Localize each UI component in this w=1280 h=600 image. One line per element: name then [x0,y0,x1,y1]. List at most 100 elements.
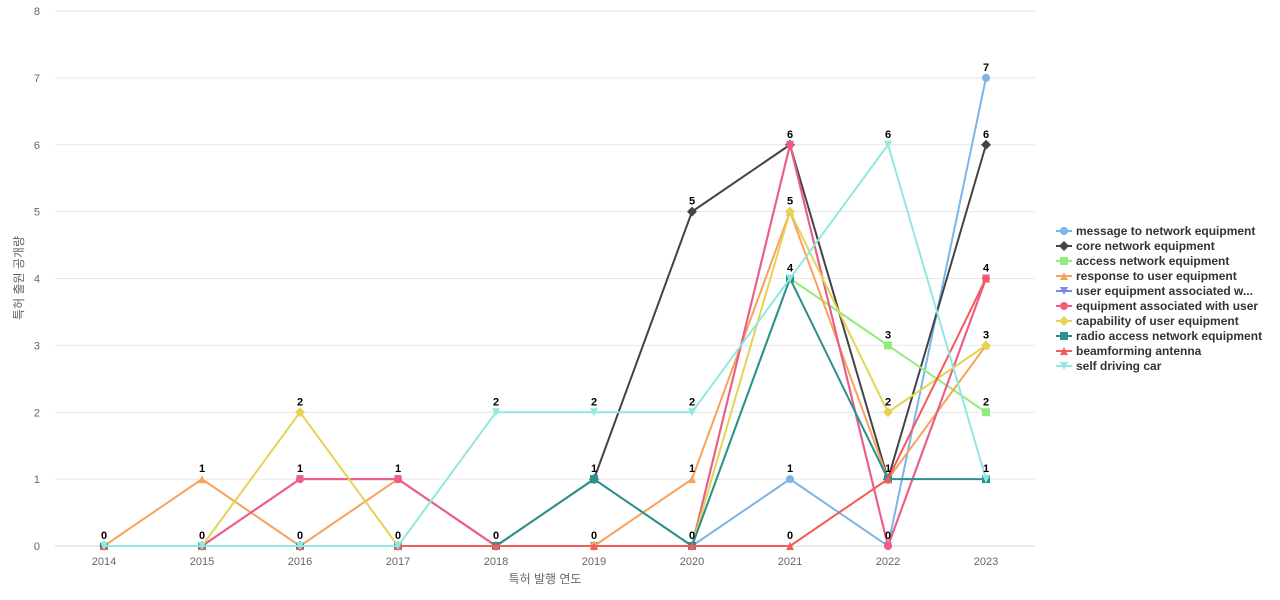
x-tick-label: 2022 [876,556,900,568]
x-tick-label: 2017 [386,556,410,568]
data-label: 0 [787,530,793,542]
data-label: 0 [591,530,597,542]
data-point [394,475,402,484]
data-point [590,475,598,484]
data-point [982,274,990,283]
data-point [492,542,500,550]
data-label: 1 [689,463,695,475]
data-point [100,542,108,550]
legend-item[interactable]: radio access network equipment [1056,329,1262,343]
data-label: 4 [787,263,794,275]
data-point [884,341,892,350]
legend-marker [1059,241,1069,251]
x-tick-label: 2015 [190,556,214,568]
legend-item[interactable]: self driving car [1056,359,1162,373]
data-label: 0 [689,530,695,542]
data-point [785,206,795,217]
y-tick-label: 1 [34,474,40,486]
x-tick-label: 2016 [288,556,312,568]
legend-marker [1060,287,1068,295]
legend-item[interactable]: beamforming antenna [1056,344,1202,358]
data-point [786,140,794,149]
legend-marker [1059,316,1069,326]
legend-marker [1060,347,1068,355]
legend-item[interactable]: capability of user equipment [1056,314,1239,328]
data-label: 3 [983,329,989,341]
data-point [982,73,990,82]
data-point [590,542,598,550]
x-axis-title: 특허 발행 연도 [509,571,582,586]
y-axis-title: 특허 출원 공개량 [12,236,26,320]
series-group [100,140,990,550]
data-label: 5 [689,196,695,208]
data-label: 6 [983,129,989,141]
data-point [296,542,304,550]
legend-label: self driving car [1076,359,1162,373]
series-line [104,77,987,547]
y-tick-label: 6 [34,140,40,152]
legend-item[interactable]: access network equipment [1056,254,1229,268]
data-label: 1 [885,463,891,475]
data-label: 1 [297,463,303,475]
data-point [786,542,794,550]
legend-marker [1060,302,1068,310]
data-label: 0 [199,530,205,542]
data-label: 2 [493,396,499,408]
data-label: 6 [787,129,793,141]
data-point [786,274,794,283]
data-point [981,139,991,150]
data-point [982,475,990,484]
data-point [786,475,794,484]
y-tick-label: 2 [34,407,40,419]
x-tick-label: 2014 [92,556,116,568]
data-label: 1 [787,463,793,475]
data-label: 1 [199,463,205,475]
data-point [982,408,990,417]
data-label: 6 [885,129,891,141]
data-point [296,475,304,484]
data-label-layer: 1 7 5 6 6 3 2 1 0 1 0 1 1 0 0 2 0 5 2 3 0 1 0 1 0 4 0 2 2 2 4 6 1 [101,62,990,542]
x-tick-label: 2019 [582,556,606,568]
legend-marker [1060,362,1068,370]
legend-item[interactable]: message to network equipment [1056,224,1255,238]
data-point [688,475,696,484]
data-label: 0 [101,530,107,542]
data-point [198,475,206,484]
data-point [883,407,893,418]
legend-marker [1060,272,1068,280]
legend-item[interactable]: core network equipment [1056,239,1215,253]
legend-label: access network equipment [1076,254,1229,268]
data-point [981,340,991,351]
y-tick-label: 3 [34,340,40,352]
data-point [492,408,500,417]
legend-label: core network equipment [1076,239,1215,253]
data-label: 0 [297,530,303,542]
data-label: 2 [689,396,695,408]
x-tick-label: 2020 [680,556,704,568]
legend-marker [1060,257,1068,265]
data-point [295,407,305,418]
legend-label: user equipment associated w... [1076,284,1253,298]
y-tick-label: 4 [34,274,40,286]
series-group [100,73,990,550]
data-label: 1 [983,463,989,475]
legend-item[interactable]: user equipment associated w... [1056,284,1253,298]
data-label: 0 [885,530,891,542]
data-point [688,542,696,550]
data-label: 1 [591,463,597,475]
data-label: 7 [983,62,989,74]
data-label: 2 [983,396,989,408]
data-point [688,408,696,417]
legend-item[interactable]: equipment associated with user [1056,299,1258,313]
data-point [884,140,892,149]
data-point [590,408,598,417]
data-label: 5 [787,196,793,208]
y-tick-label: 7 [34,73,40,85]
series-line [104,143,987,547]
legend-item[interactable]: response to user equipment [1056,269,1237,283]
data-label: 2 [297,396,303,408]
legend-label: message to network equipment [1076,224,1255,238]
data-label: 1 [395,463,401,475]
